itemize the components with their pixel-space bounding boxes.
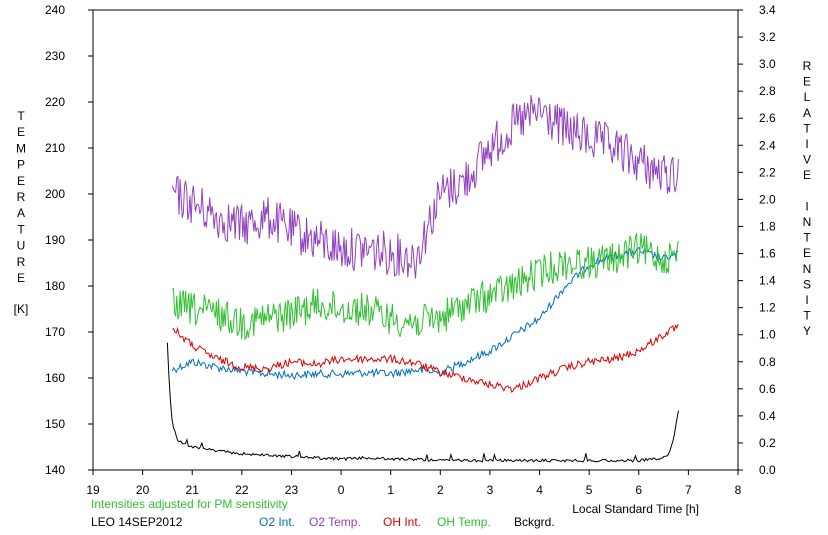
y-left-label-letter: R [17,190,26,204]
y-right-tick-label: 1.0 [759,328,776,342]
x-tick-label: 0 [338,483,345,497]
y-left-tick-label: 180 [45,279,65,293]
legend-entry: O2 Int. [259,515,295,529]
series-oh-int [172,324,679,393]
y-right-tick-label: 0.6 [759,382,776,396]
y-left-label-letter: T [17,109,25,123]
y-right-tick-label: 1.4 [759,274,776,288]
y-right-tick-label: 2.4 [759,138,776,152]
y-axis-right-ticks: 0.0 0.2 0.4 0.6 0.8 1.0 1.2 1.4 1.6 1.8 2.0 2.2 2.4 2… [738,3,776,477]
series-o2-temp [171,95,679,279]
y-left-label-letter: E [17,125,25,139]
legend-entry: Bckgrd. [514,515,555,529]
legend: O2 Int. O2 Temp. OH Int. OH Temp. Bckgrd. [259,515,555,529]
y-left-label-letter: P [17,158,25,172]
series-lines [166,95,679,463]
y-left-label-letter: E [17,271,25,285]
y-right-label-letter: R [803,59,812,73]
y-right-tick-label: 0.2 [759,436,776,450]
x-tick-label: 1 [387,483,394,497]
y-left-tick-label: 160 [45,371,65,385]
y-right-label-letter: E [803,75,811,89]
y-left-tick-label: 240 [45,3,65,17]
y-right-label-letter: L [804,90,811,104]
series-bckgrd [166,342,679,463]
y-right-label-letter: V [803,153,811,167]
x-tick-label: 8 [735,483,742,497]
y-right-label-letter: E [803,168,811,182]
x-axis-label: Local Standard Time [h] [572,502,699,516]
y-left-label-letter: A [17,206,25,220]
y-right-tick-label: 0.4 [759,409,776,423]
x-tick-label: 20 [136,483,150,497]
x-tick-label: 7 [685,483,692,497]
x-tick-label: 5 [586,483,593,497]
x-tick-label: 19 [86,483,100,497]
legend-entry: OH Temp. [437,515,491,529]
y-left-tick-label: 190 [45,233,65,247]
y-right-tick-label: 1.6 [759,247,776,261]
y-right-label-letter: Y [803,324,811,338]
y-right-tick-label: 0.8 [759,355,776,369]
y-right-tick-label: 3.4 [759,3,776,17]
y-left-tick-label: 220 [45,95,65,109]
y-left-label-letter: T [17,222,25,236]
y-left-tick-label: 230 [45,49,65,63]
legend-entry: OH Int. [383,515,421,529]
y-right-label-letter: E [803,246,811,260]
y-right-tick-label: 3.0 [759,57,776,71]
y-left-unit: [K] [14,302,29,316]
x-tick-label: 4 [536,483,543,497]
y-left-tick-label: 210 [45,141,65,155]
y-right-label-letter: S [803,277,811,291]
y-right-tick-label: 3.2 [759,30,776,44]
y-right-label-letter: T [803,309,811,323]
y-left-label-letter: R [17,255,26,269]
x-tick-label: 22 [235,483,249,497]
y-right-tick-label: 2.8 [759,84,776,98]
legend-entry: O2 Temp. [309,515,361,529]
y-left-tick-label: 200 [45,187,65,201]
y-right-label-letter: T [803,121,811,135]
series-o2-int [171,246,679,381]
y-right-label-letter: N [803,215,812,229]
y-left-label-letter: U [17,239,26,253]
y-right-tick-label: 2.6 [759,111,776,125]
station-date-label: LEO 14SEP2012 [91,515,183,529]
y-right-tick-label: 0.0 [759,463,776,477]
x-tick-label: 6 [635,483,642,497]
y-right-tick-label: 2.0 [759,192,776,206]
y-left-tick-label: 170 [45,325,65,339]
y-right-tick-label: 1.2 [759,301,776,315]
y-right-label-letter: I [805,137,808,151]
y-right-label-letter: N [803,262,812,276]
y-right-label-letter: T [803,231,811,245]
y-left-label-letter: M [16,141,26,155]
y-right-label-letter: I [805,293,808,307]
series-oh-temp [172,232,679,341]
x-tick-label: 2 [437,483,444,497]
y-left-tick-label: 150 [45,417,65,431]
y-left-label-letter: E [17,174,25,188]
x-tick-label: 21 [186,483,200,497]
y-axis-left-ticks: 140 150 160 170 180 190 200 210 220 230 240 [45,3,93,477]
plot-frame [92,9,739,471]
x-tick-label: 3 [487,483,494,497]
y-left-tick-label: 140 [45,463,65,477]
sensitivity-note: Intensities adjusted for PM sensitivity [91,497,288,511]
x-axis-ticks: 19 20 21 22 23 0 1 2 3 4 5 6 7 8 [86,470,742,497]
x-tick-label: 23 [285,483,299,497]
y-right-label-letter: A [803,106,811,120]
y-right-label-letter: I [805,199,808,213]
y-right-tick-label: 2.2 [759,165,776,179]
y-right-tick-label: 1.8 [759,219,776,233]
